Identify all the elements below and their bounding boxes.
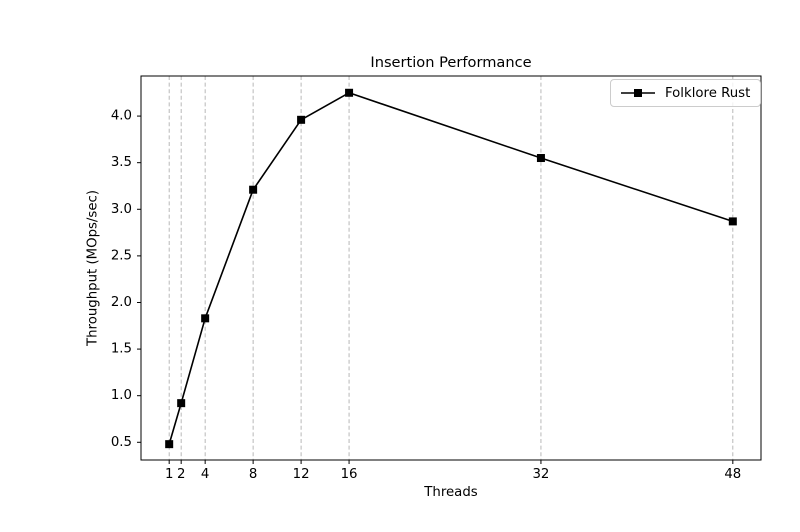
- y-tick-label: 0.5: [111, 435, 132, 450]
- y-tick-label: 4.0: [111, 109, 132, 124]
- data-point-marker: [177, 399, 186, 408]
- legend-line-marker-icon: [621, 89, 655, 97]
- y-tick-label: 1.5: [111, 342, 132, 357]
- y-tick-label: 3.5: [111, 155, 132, 170]
- plot-area: 1 2 4 8 12 16 32 480.51.01.52.02.53.03.54.0: [111, 75, 762, 482]
- insertion-performance-chart: Insertion Performance Throughput (MOps/s…: [40, 16, 800, 516]
- x-tick-label: 48: [724, 467, 741, 482]
- legend-label: Folklore Rust: [665, 85, 751, 101]
- data-line: [168, 91, 734, 445]
- x-tick-label: 1: [165, 467, 173, 482]
- x-tick-label: 4: [201, 467, 209, 482]
- data-point-marker: [297, 115, 306, 124]
- data-point-marker: [165, 440, 174, 449]
- y-tick-label: 2.0: [111, 295, 132, 310]
- y-tick-label: 2.5: [111, 248, 132, 263]
- plot-border: [140, 75, 762, 461]
- x-tick-label: 2: [177, 467, 185, 482]
- y-tick-label: 1.0: [111, 388, 132, 403]
- data-point-marker: [249, 185, 258, 194]
- data-point-marker: [345, 88, 354, 97]
- data-point-marker: [201, 314, 210, 323]
- chart-title: Insertion Performance: [370, 54, 532, 71]
- x-tick-label: 12: [293, 467, 310, 482]
- x-tick-label: 16: [341, 467, 358, 482]
- data-point-marker: [536, 154, 545, 163]
- legend: Folklore Rust: [610, 79, 762, 107]
- y-tick-label: 3.0: [111, 202, 132, 217]
- x-tick-label: 32: [532, 467, 549, 482]
- x-tick-label: 8: [249, 467, 257, 482]
- x-axis-label: Threads: [424, 485, 478, 500]
- data-point-marker: [728, 217, 737, 226]
